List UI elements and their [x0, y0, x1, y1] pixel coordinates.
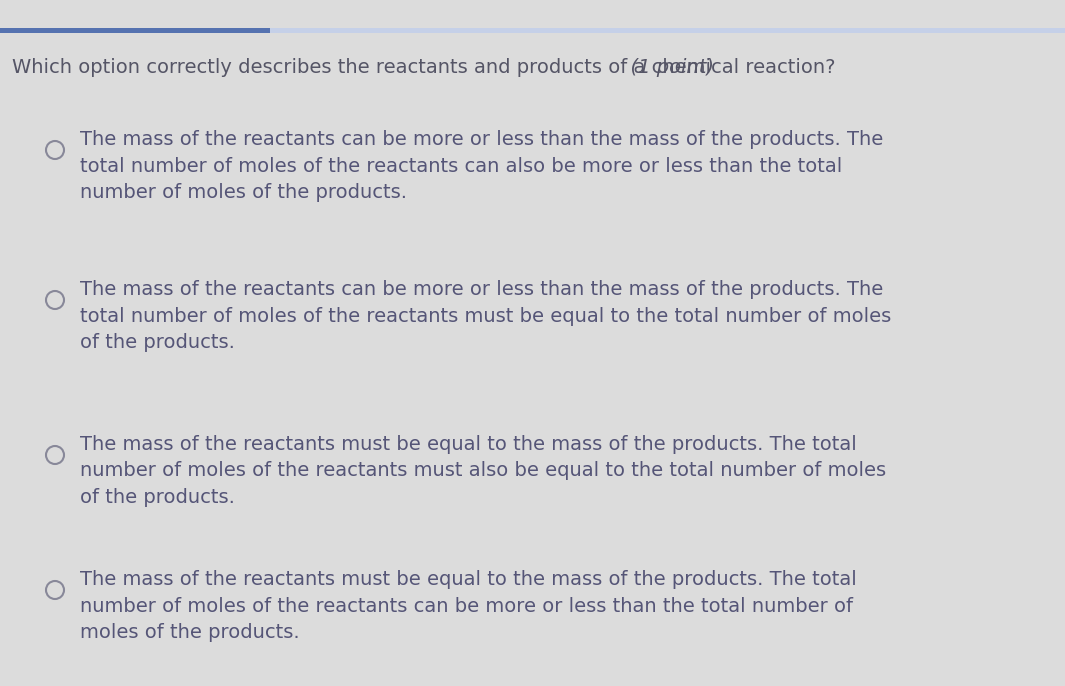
Text: The mass of the reactants must be equal to the mass of the products. The total
n: The mass of the reactants must be equal …: [80, 570, 856, 642]
Text: The mass of the reactants must be equal to the mass of the products. The total
n: The mass of the reactants must be equal …: [80, 435, 886, 507]
Bar: [0, 28, 271, 33]
Text: The mass of the reactants can be more or less than the mass of the products. The: The mass of the reactants can be more or…: [80, 130, 883, 202]
Text: Which option correctly describes the reactants and products of a chemical reacti: Which option correctly describes the rea…: [12, 58, 836, 77]
Bar: [271, 28, 1065, 33]
Text: The mass of the reactants can be more or less than the mass of the products. The: The mass of the reactants can be more or…: [80, 280, 891, 352]
Text: (1 point): (1 point): [618, 58, 714, 77]
